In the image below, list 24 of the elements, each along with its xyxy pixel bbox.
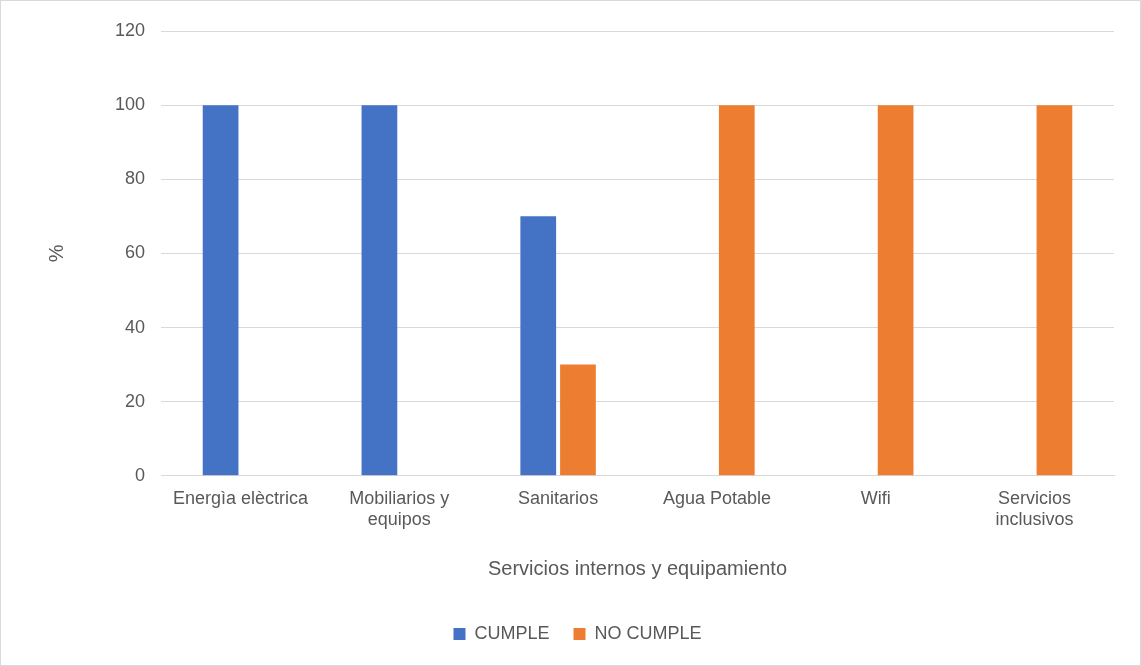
y-tick-label: 120: [114, 19, 146, 40]
x-tick-label: Agua Potable: [662, 487, 771, 508]
bar: [520, 216, 557, 476]
x-tick-label: Energìa elèctrica: [172, 487, 309, 508]
x-tick-label: Servicios inclusivos: [995, 487, 1074, 530]
y-tick-label: 60: [125, 242, 146, 263]
bar: [202, 105, 239, 476]
x-tick-label: Mobiliarios y equipos: [349, 487, 450, 530]
bar: [877, 105, 914, 476]
bar: [361, 105, 398, 476]
x-axis-title: Servicios internos y equipamiento: [487, 556, 788, 579]
bar: [560, 364, 596, 476]
y-tick-label: 80: [125, 168, 146, 189]
x-tick-label: Wifi: [860, 487, 891, 508]
y-axis-title: %: [44, 244, 67, 263]
y-tick-label: 40: [125, 316, 146, 337]
bar: [718, 105, 755, 476]
y-tick-label: 0: [135, 464, 146, 485]
y-tick-label: 20: [125, 390, 146, 411]
legend-label: CUMPLE: [474, 622, 550, 643]
x-tick-label: Sanitarios: [518, 487, 599, 508]
legend-label: NO CUMPLE: [594, 622, 702, 643]
y-tick-label: 100: [114, 94, 146, 115]
bar: [1036, 105, 1073, 476]
